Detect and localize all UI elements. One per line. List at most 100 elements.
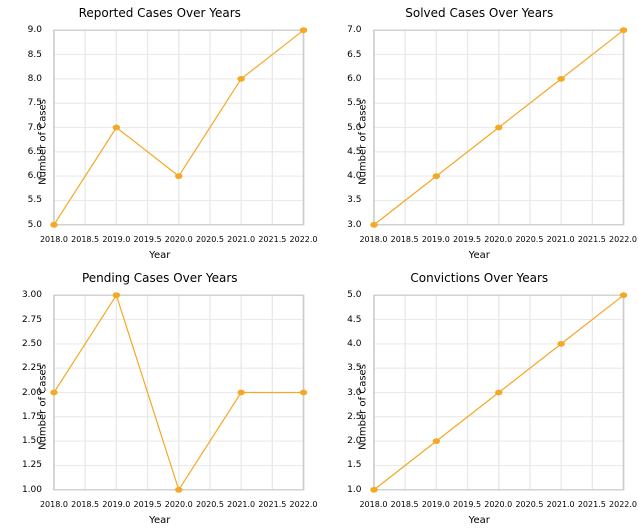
y-ticks: 1.0 1.5 2.0 2.5 3.0 3.5 4.0 4.5 5.0 <box>324 289 364 496</box>
x-ticks: 2018.02018.52019.02019.52020.02020.52021… <box>46 235 312 247</box>
y-tick-label: 6.0 <box>28 171 42 181</box>
x-tick-label: 2018.0 <box>359 235 387 244</box>
x-tick-label: 2022.0 <box>609 500 637 509</box>
y-tick-label: 2.75 <box>22 315 42 325</box>
y-tick-label: 4.5 <box>347 315 361 325</box>
y-tick-label: 2.5 <box>347 412 361 422</box>
chart-title: Solved Cases Over Years <box>324 6 636 20</box>
plot-area: Number of Cases 1.01.52.02.53.03.54.04.5… <box>324 289 636 524</box>
x-ticks: 2018.02018.52019.02019.52020.02020.52021… <box>46 500 312 512</box>
y-tick-label: 2.0 <box>347 436 361 446</box>
y-tick-label: 9.0 <box>28 25 42 35</box>
y-tick-label: 6.5 <box>347 50 361 60</box>
x-tick-label: 2020.0 <box>165 500 193 509</box>
chart-svg <box>366 289 632 496</box>
y-tick-label: 7.0 <box>28 123 42 133</box>
y-tick-label: 4.0 <box>347 171 361 181</box>
x-tick-label: 2019.5 <box>453 235 481 244</box>
chart-title: Convictions Over Years <box>324 271 636 285</box>
x-tick-label: 2021.5 <box>258 235 286 244</box>
chart-grid: Reported Cases Over Years Number of Case… <box>0 0 639 530</box>
y-tick-label: 7.0 <box>347 25 361 35</box>
y-tick-label: 3.0 <box>347 220 361 230</box>
y-tick-label: 3.5 <box>347 195 361 205</box>
x-tick-label: 2018.0 <box>40 500 68 509</box>
x-tick-label: 2022.0 <box>290 500 318 509</box>
x-tick-label: 2020.5 <box>196 235 224 244</box>
y-ticks: 1.001.251.501.752.002.252.502.753.00 <box>4 289 44 496</box>
x-tick-label: 2018.0 <box>40 235 68 244</box>
x-tick-label: 2019.0 <box>102 500 130 509</box>
x-axis-label: Year <box>469 250 490 261</box>
y-tick-label: 5.0 <box>28 220 42 230</box>
x-ticks: 2018.02018.52019.02019.52020.02020.52021… <box>366 235 632 247</box>
x-tick-label: 2019.5 <box>453 500 481 509</box>
x-tick-label: 2018.5 <box>391 235 419 244</box>
x-tick-label: 2019.0 <box>422 235 450 244</box>
x-tick-label: 2019.5 <box>134 235 162 244</box>
x-tick-label: 2019.0 <box>102 235 130 244</box>
y-ticks: 3.0 3.5 4.0 4.5 5.0 5.5 6.0 6.5 7.0 <box>324 24 364 231</box>
panel-solved: Solved Cases Over Years Number of Cases … <box>320 0 639 265</box>
y-tick-label: 5.5 <box>28 195 42 205</box>
x-tick-label: 2019.5 <box>134 500 162 509</box>
x-tick-label: 2021.5 <box>578 500 606 509</box>
plot-area: Number of Cases 1.001.251.501.752.002.25… <box>4 289 316 524</box>
y-tick-label: 2.00 <box>22 388 42 398</box>
y-tick-label: 1.25 <box>22 460 42 470</box>
x-axis-label: Year <box>149 250 170 261</box>
x-tick-label: 2022.0 <box>609 235 637 244</box>
chart-svg <box>46 24 312 231</box>
x-tick-label: 2020.5 <box>196 500 224 509</box>
x-tick-label: 2020.5 <box>515 500 543 509</box>
x-tick-label: 2020.5 <box>515 235 543 244</box>
y-tick-label: 2.25 <box>22 363 42 373</box>
x-tick-label: 2018.5 <box>71 500 99 509</box>
y-tick-label: 5.0 <box>347 123 361 133</box>
y-tick-label: 1.00 <box>22 485 42 495</box>
x-tick-label: 2021.5 <box>258 500 286 509</box>
x-tick-label: 2020.0 <box>165 235 193 244</box>
x-axis-label: Year <box>469 515 490 526</box>
x-tick-label: 2020.0 <box>484 500 512 509</box>
y-tick-label: 1.5 <box>347 460 361 470</box>
chart-title: Reported Cases Over Years <box>4 6 316 20</box>
y-tick-label: 3.0 <box>347 388 361 398</box>
x-tick-label: 2021.5 <box>578 235 606 244</box>
x-tick-label: 2021.0 <box>227 235 255 244</box>
y-tick-label: 3.5 <box>347 363 361 373</box>
plot-area: Number of Cases 3.03.54.04.55.05.56.06.5… <box>324 24 636 259</box>
y-ticks: 5.0 5.5 6.0 6.5 7.0 7.5 8.0 8.5 9.0 <box>4 24 44 231</box>
y-tick-label: 2.50 <box>22 339 42 349</box>
y-tick-label: 5.0 <box>347 290 361 300</box>
y-tick-label: 8.5 <box>28 50 42 60</box>
chart-title: Pending Cases Over Years <box>4 271 316 285</box>
x-axis-label: Year <box>149 515 170 526</box>
y-tick-label: 8.0 <box>28 74 42 84</box>
x-tick-label: 2021.0 <box>547 500 575 509</box>
x-tick-label: 2021.0 <box>547 235 575 244</box>
y-tick-label: 1.50 <box>22 436 42 446</box>
x-tick-label: 2019.0 <box>422 500 450 509</box>
y-tick-label: 7.5 <box>28 98 42 108</box>
x-tick-label: 2018.5 <box>391 500 419 509</box>
panel-reported: Reported Cases Over Years Number of Case… <box>0 0 320 265</box>
x-tick-label: 2018.5 <box>71 235 99 244</box>
panel-pending: Pending Cases Over Years Number of Cases… <box>0 265 320 530</box>
x-tick-label: 2022.0 <box>290 235 318 244</box>
plot-area: Number of Cases 5.05.56.06.57.07.58.08.5… <box>4 24 316 259</box>
x-tick-label: 2021.0 <box>227 500 255 509</box>
panel-convictions: Convictions Over Years Number of Cases 1… <box>320 265 639 530</box>
x-tick-label: 2018.0 <box>359 500 387 509</box>
y-tick-label: 3.00 <box>22 290 42 300</box>
y-tick-label: 4.5 <box>347 147 361 157</box>
y-tick-label: 4.0 <box>347 339 361 349</box>
y-tick-label: 6.0 <box>347 74 361 84</box>
chart-svg <box>366 24 632 231</box>
x-ticks: 2018.02018.52019.02019.52020.02020.52021… <box>366 500 632 512</box>
y-tick-label: 5.5 <box>347 98 361 108</box>
chart-svg <box>46 289 312 496</box>
x-tick-label: 2020.0 <box>484 235 512 244</box>
y-tick-label: 6.5 <box>28 147 42 157</box>
y-tick-label: 1.0 <box>347 485 361 495</box>
